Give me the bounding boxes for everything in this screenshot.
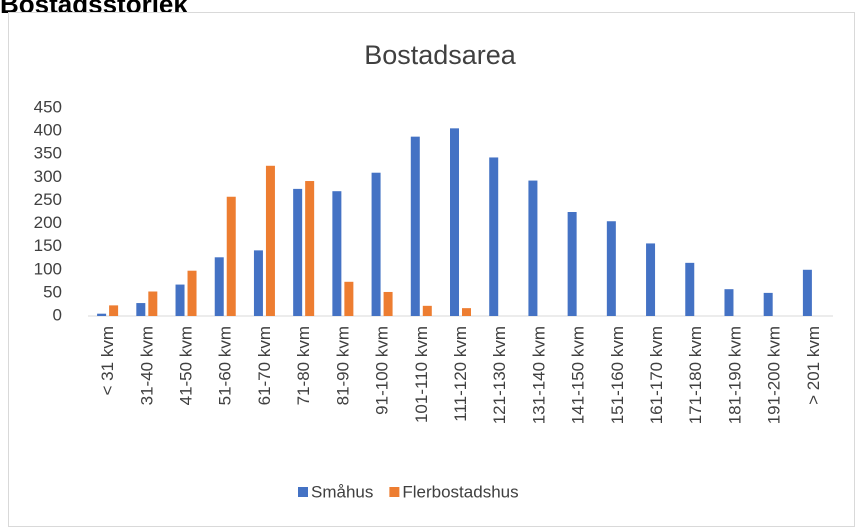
legend-label: Flerbostadshus: [402, 482, 518, 501]
y-tick-label: 200: [34, 213, 62, 232]
bar: [344, 281, 354, 316]
legend-swatch: [389, 487, 400, 497]
bar: [685, 262, 695, 316]
x-tick-label: 71-80 kvm: [294, 326, 313, 405]
x-tick-label: > 201 kvm: [804, 326, 823, 405]
x-tick-label: 41-50 kvm: [177, 326, 196, 405]
bar: [489, 157, 499, 316]
bar: [226, 196, 236, 316]
legend-swatch: [298, 487, 308, 497]
y-tick-label: 100: [34, 259, 62, 278]
bar: [305, 181, 315, 316]
bar: [383, 291, 393, 316]
bar: [462, 308, 471, 316]
y-tick-label: 50: [43, 282, 62, 301]
y-tick-label: 400: [34, 121, 62, 140]
y-tick-label: 450: [34, 97, 62, 116]
x-tick-label: 131-140 kvm: [529, 326, 548, 424]
x-tick-label: 171-180 kvm: [686, 326, 705, 424]
x-tick-label: 51-60 kvm: [216, 326, 235, 405]
x-tick-label: 121-130 kvm: [490, 326, 509, 424]
bar: [253, 250, 263, 316]
x-tick-label: 81-90 kvm: [333, 326, 352, 405]
bar: [646, 243, 656, 316]
bar: [410, 136, 420, 316]
bar: [371, 172, 381, 316]
x-tick-label: 31-40 kvm: [137, 326, 156, 405]
x-tick-label: 111-120 kvm: [451, 326, 470, 422]
chart-title: Bostadsarea: [364, 40, 517, 70]
bar: [528, 180, 538, 316]
bar: [422, 305, 432, 316]
bar: [293, 188, 303, 316]
x-tick-label: 151-160 kvm: [608, 326, 627, 424]
bar: [136, 303, 146, 316]
bar: [763, 292, 773, 316]
bar: [97, 313, 107, 316]
y-tick-label: 300: [34, 167, 62, 186]
x-tick-label: 161-170 kvm: [647, 326, 666, 424]
bar: [187, 270, 197, 316]
y-tick-label: 150: [34, 236, 62, 255]
x-tick-label: 101-110 kvm: [412, 326, 431, 423]
bar: [214, 257, 224, 316]
x-tick-label: < 31 kvm: [98, 326, 117, 395]
bar: [109, 305, 119, 316]
x-tick-label: 181-190 kvm: [725, 326, 744, 424]
bar: [450, 128, 459, 316]
bar: [175, 284, 185, 316]
bar: [265, 165, 275, 316]
bar: [567, 212, 577, 316]
chart-frame: [8, 12, 855, 527]
bar: [606, 221, 616, 316]
bar: [802, 269, 812, 316]
legend-label: Småhus: [311, 482, 373, 501]
bar: [332, 191, 342, 316]
x-tick-label: 191-200 kvm: [765, 326, 784, 424]
y-tick-label: 250: [34, 190, 62, 209]
x-tick-label: 91-100 kvm: [373, 326, 392, 415]
y-tick-label: 0: [53, 305, 62, 324]
x-tick-label: 141-150 kvm: [569, 326, 588, 424]
y-tick-label: 350: [34, 144, 62, 163]
x-tick-label: 61-70 kvm: [255, 326, 274, 405]
bar: [724, 289, 734, 316]
bar: [148, 291, 158, 316]
